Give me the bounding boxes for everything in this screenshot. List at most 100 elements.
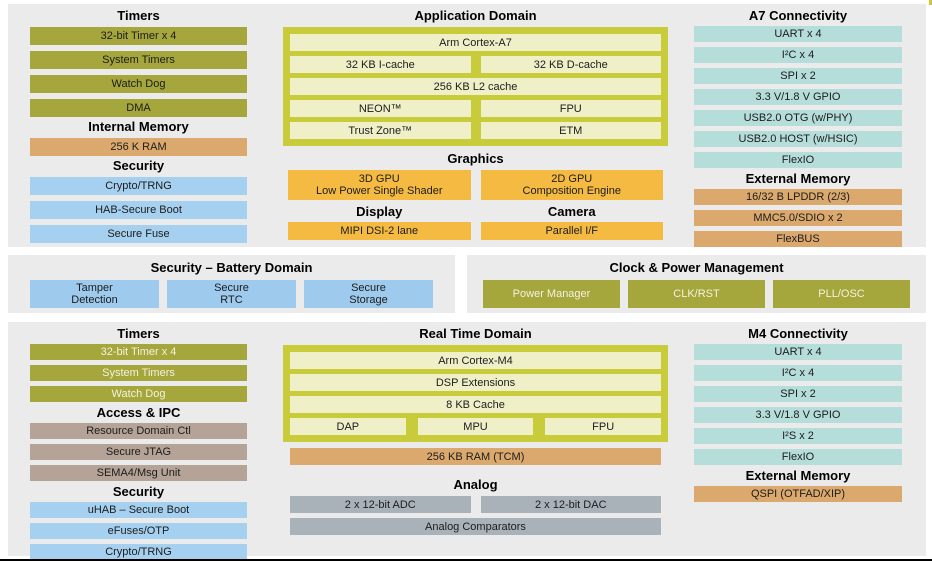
block-256kb-ram-tcm: 256 KB RAM (TCM) (290, 448, 661, 465)
neon-fpu-row: NEON™ FPU (290, 100, 661, 117)
trustzone-etm-row: Trust Zone™ ETM (290, 122, 661, 139)
gpu2d-line1: 2D GPU (551, 172, 593, 185)
storage-line1: Secure (351, 281, 386, 294)
top-domain-panel: Timers 32-bit Timer x 4 System Timers Wa… (8, 4, 926, 247)
rtc-line2: RTC (220, 294, 243, 306)
block-a7-uart: UART x 4 (694, 26, 902, 42)
block-a7-flexio: FlexIO (694, 152, 902, 168)
top-left-column: Timers 32-bit Timer x 4 System Timers Wa… (30, 6, 247, 243)
block-a7-gpio: 3.3 V/1.8 V GPIO (694, 89, 902, 105)
clock-power-block-row: Power Manager CLK/RST PLL/OSC (483, 280, 910, 308)
comparators-wrap: Analog Comparators (283, 518, 668, 535)
gpu3d-line1: 3D GPU (358, 172, 400, 185)
section-title-display: Display (356, 204, 403, 219)
block-usb-otg: USB2.0 OTG (w/PHY) (694, 110, 902, 126)
block-m4-spi: SPI x 2 (694, 386, 902, 402)
block-analog-comparators: Analog Comparators (290, 518, 661, 535)
block-m4-i2s: I²S x 2 (694, 428, 902, 444)
block-neon: NEON™ (290, 100, 471, 117)
tamper-line1: Tamper (76, 281, 113, 294)
block-m4-system-timers: System Timers (30, 365, 247, 381)
block-l2-cache: 256 KB L2 cache (290, 78, 661, 95)
block-resource-domain-ctl: Resource Domain Ctl (30, 423, 247, 439)
block-m4-watch-dog: Watch Dog (30, 386, 247, 402)
cache-row: 32 KB I-cache 32 KB D-cache (290, 56, 661, 73)
section-title-internal-memory: Internal Memory (88, 119, 189, 134)
section-title-graphics: Graphics (447, 151, 504, 166)
block-dcache: 32 KB D-cache (480, 56, 661, 73)
tcm-ram-wrap: 256 KB RAM (TCM) (283, 448, 668, 465)
security-a7-block-list: Crypto/TRNG HAB-Secure Boot Secure Fuse (30, 177, 247, 243)
block-secure-rtc: Secure RTC (167, 280, 296, 308)
block-256k-ram: 256 K RAM (30, 138, 247, 156)
section-title-m4-connectivity: M4 Connectivity (748, 326, 848, 341)
block-32bit-timer: 32-bit Timer x 4 (30, 27, 247, 45)
top-center-column: Application Domain Arm Cortex-A7 32 KB I… (283, 6, 668, 240)
bottom-divider-line (0, 559, 932, 561)
block-a7-spi: SPI x 2 (694, 68, 902, 84)
security-m4-block-list: uHAB – Secure Boot eFuses/OTP Crypto/TRN… (30, 502, 247, 560)
cortex-a7-container: Arm Cortex-A7 32 KB I-cache 32 KB D-cach… (283, 27, 668, 146)
section-title-access-ipc: Access & IPC (96, 405, 181, 420)
display-camera-titles: Display Camera (283, 200, 668, 222)
block-fpu-m4: FPU (545, 418, 662, 435)
section-title-real-time-domain: Real Time Domain (419, 326, 532, 341)
section-title-m4-external-memory: External Memory (745, 468, 851, 483)
section-title-a7-external-memory: External Memory (745, 171, 851, 186)
block-tamper-detection: Tamper Detection (30, 280, 159, 308)
block-sema4-msg-unit: SEMA4/Msg Unit (30, 465, 247, 481)
section-title-security-m4: Security (112, 484, 165, 499)
block-etm: ETM (480, 122, 661, 139)
section-title-m4-timers: Timers (117, 326, 160, 341)
block-fpu-a7: FPU (480, 100, 661, 117)
block-secure-jtag: Secure JTAG (30, 444, 247, 460)
block-m4-uart: UART x 4 (694, 344, 902, 360)
block-a7-i2c: I²C x 4 (694, 47, 902, 63)
security-battery-domain-panel: Security – Battery Domain Tamper Detecti… (8, 255, 455, 313)
block-uhab-secure-boot: uHAB – Secure Boot (30, 502, 247, 518)
block-parallel-if: Parallel I/F (480, 222, 663, 240)
block-clk-rst: CLK/RST (628, 280, 765, 308)
access-ipc-block-list: Resource Domain Ctl Secure JTAG SEMA4/Ms… (30, 423, 247, 481)
block-m4-i2c: I²C x 4 (694, 365, 902, 381)
gpu2d-line2: Composition Engine (522, 185, 621, 197)
battery-domain-block-row: Tamper Detection Secure RTC Secure Stora… (30, 280, 433, 308)
a7-external-memory-block-list: 16/32 B LPDDR (2/3) MMC5.0/SDIO x 2 Flex… (694, 189, 902, 247)
block-dac: 2 x 12-bit DAC (480, 496, 661, 513)
top-right-column: A7 Connectivity UART x 4 I²C x 4 SPI x 2… (694, 6, 902, 247)
block-arm-cortex-m4: Arm Cortex-M4 (290, 352, 661, 369)
block-mpu: MPU (417, 418, 534, 435)
section-title-analog: Analog (453, 477, 498, 492)
graphics-row: 3D GPU Low Power Single Shader 2D GPU Co… (283, 170, 668, 200)
block-qspi: QSPI (OTFAD/XIP) (694, 486, 902, 502)
storage-line2: Storage (349, 294, 388, 306)
display-camera-row: MIPI DSI-2 lane Parallel I/F (283, 222, 668, 240)
m4-connectivity-block-list: UART x 4 I²C x 4 SPI x 2 3.3 V/1.8 V GPI… (694, 344, 902, 465)
block-2d-gpu: 2D GPU Composition Engine (480, 170, 663, 200)
clock-power-panel: Clock & Power Management Power Manager C… (467, 255, 926, 313)
block-mmc-sdio: MMC5.0/SDIO x 2 (694, 210, 902, 226)
block-system-timers: System Timers (30, 51, 247, 69)
block-m4-32bit-timer: 32-bit Timer x 4 (30, 344, 247, 360)
block-m4-flexio: FlexIO (694, 449, 902, 465)
cortex-m4-container: Arm Cortex-M4 DSP Extensions 8 KB Cache … (283, 345, 668, 442)
corner-artifact (929, 0, 932, 5)
m4-external-memory-block-list: QSPI (OTFAD/XIP) (694, 486, 902, 502)
rtc-line1: Secure (214, 281, 249, 294)
block-arm-cortex-a7: Arm Cortex-A7 (290, 34, 661, 51)
bottom-right-column: M4 Connectivity UART x 4 I²C x 4 SPI x 2… (694, 324, 902, 502)
section-title-battery-domain: Security – Battery Domain (150, 260, 313, 275)
block-dap: DAP (290, 418, 406, 435)
section-title-clock-power: Clock & Power Management (609, 260, 784, 275)
section-title-security-a7: Security (112, 158, 165, 173)
dap-mpu-fpu-row: DAP MPU FPU (290, 418, 662, 435)
block-adc: 2 x 12-bit ADC (290, 496, 471, 513)
block-pll-osc: PLL/OSC (773, 280, 910, 308)
block-m4-crypto-trng: Crypto/TRNG (30, 544, 247, 560)
internal-memory-block-list: 256 K RAM (30, 138, 247, 156)
bottom-domain-panel: Timers 32-bit Timer x 4 System Timers Wa… (8, 322, 926, 560)
block-flexbus: FlexBUS (694, 231, 902, 247)
block-efuses-otp: eFuses/OTP (30, 523, 247, 539)
a7-connectivity-block-list: UART x 4 I²C x 4 SPI x 2 3.3 V/1.8 V GPI… (694, 26, 902, 168)
